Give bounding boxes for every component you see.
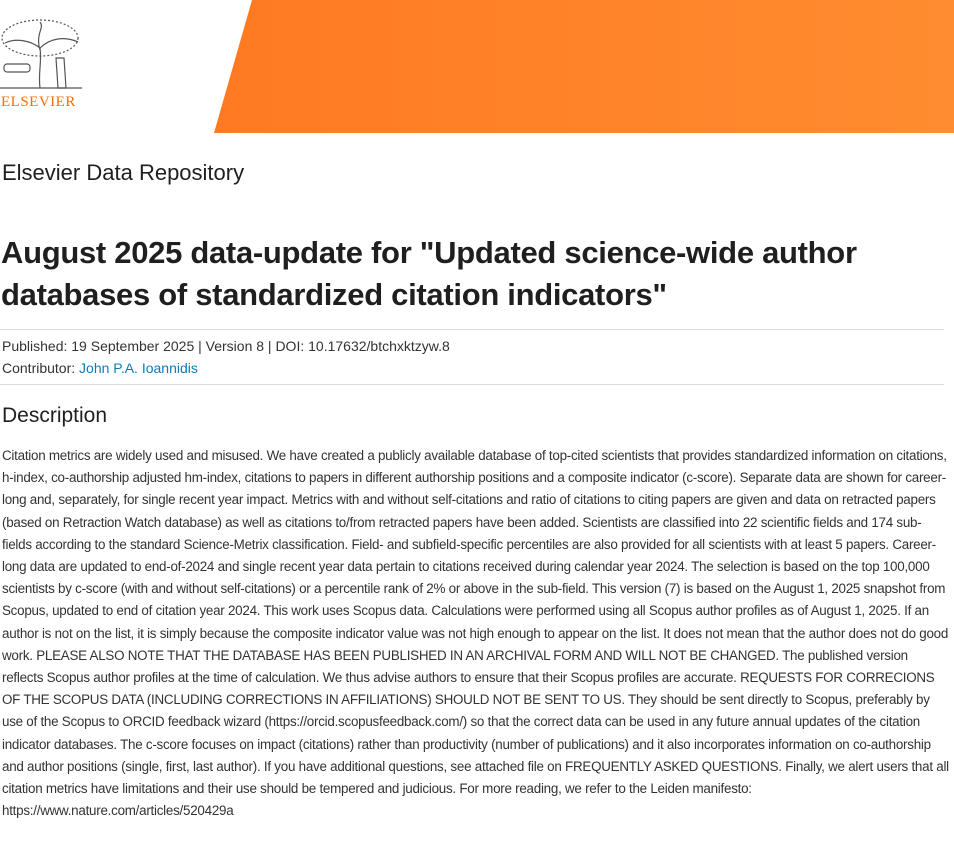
publication-info: Published: 19 September 2025 | Version 8…: [2, 338, 450, 354]
orange-banner-shape: [214, 0, 954, 133]
description-text: Citation metrics are widely used and mis…: [2, 448, 949, 819]
logo-wordmark: ELSEVIER: [1, 94, 76, 110]
divider: [0, 329, 944, 330]
divider: [0, 384, 944, 385]
description-heading: Description: [2, 404, 108, 427]
site-title[interactable]: Elsevier Data Repository: [2, 160, 245, 185]
header-banner: ELSEVIER: [0, 0, 954, 133]
tree-logo-icon: [0, 19, 82, 89]
dataset-title: August 2025 data-update for "Updated sci…: [1, 235, 857, 312]
contributor-line: Contributor: John P.A. Ioannidis: [2, 360, 198, 376]
contributor-link[interactable]: John P.A. Ioannidis: [79, 360, 198, 376]
contributor-label: Contributor:: [2, 360, 80, 376]
